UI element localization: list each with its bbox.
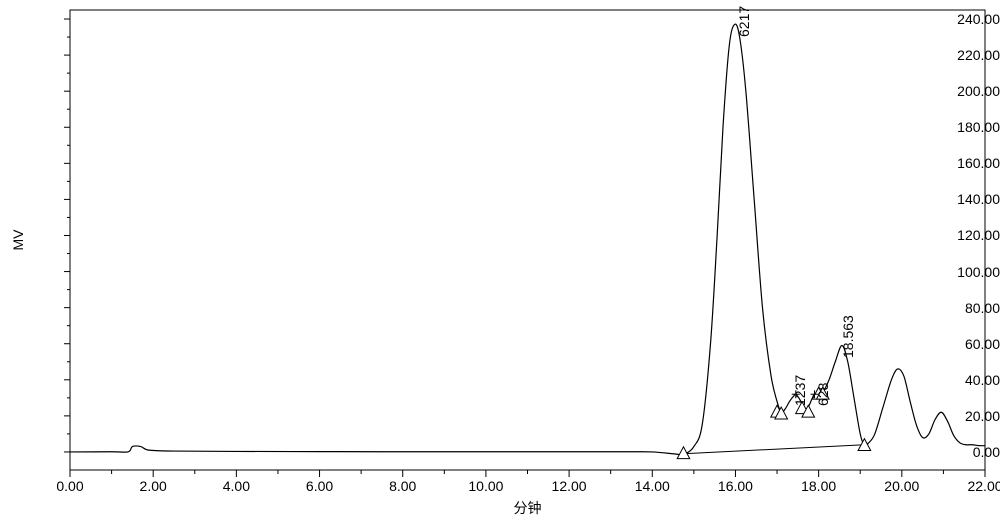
x-tick-label: 10.00 [468,478,503,494]
x-tick-label: 8.00 [389,478,416,494]
x-tick-label: 20.00 [884,478,919,494]
peak-label: 628 [815,383,831,406]
y-axis-label: MV [10,230,26,251]
x-tick-label: 2.00 [140,478,167,494]
x-tick-label: 18.00 [801,478,836,494]
y-tick-label: 240.00 [940,11,1000,27]
y-tick-label: 40.00 [940,372,1000,388]
chromatogram-trace [70,24,985,455]
y-tick-label: 220.00 [940,47,1000,63]
y-tick-label: 60.00 [940,336,1000,352]
chart-svg [0,0,1000,520]
peak-label: 6217 [736,5,752,36]
x-tick-label: 16.00 [718,478,753,494]
x-tick-label: 14.00 [635,478,670,494]
y-tick-label: 200.00 [940,83,1000,99]
peak-label: 18.563 [840,315,856,358]
baseline [683,445,864,454]
y-tick-label: 0.00 [940,444,1000,460]
y-tick-label: 140.00 [940,191,1000,207]
y-tick-label: 100.00 [940,264,1000,280]
peak-label: 1237 [792,375,808,406]
y-tick-label: 160.00 [940,155,1000,171]
y-tick-label: 120.00 [940,227,1000,243]
y-tick-label: 20.00 [940,408,1000,424]
y-tick-label: 180.00 [940,119,1000,135]
y-tick-label: 80.00 [940,300,1000,316]
x-tick-label: 6.00 [306,478,333,494]
x-tick-label: 12.00 [552,478,587,494]
x-axis-label: 分钟 [514,498,542,518]
x-tick-label: 4.00 [223,478,250,494]
x-tick-label: 22.00 [967,478,1000,494]
x-tick-label: 0.00 [56,478,83,494]
chromatogram-chart: MV 分钟 0.00 20.00 40.00 60.00 80.00 100.00 120.… [0,0,1000,520]
